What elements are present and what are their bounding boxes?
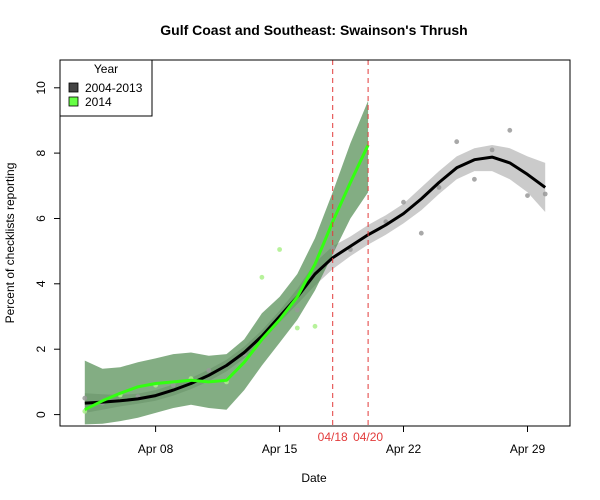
point-2004-2013-6 (294, 307, 300, 313)
point-2004-2013-11 (418, 230, 424, 236)
point-2004-2013-13 (454, 139, 460, 145)
confidence-bands (84, 100, 546, 425)
y-tick-label-8: 8 (34, 149, 48, 156)
point-2004-2013-7 (330, 245, 336, 251)
legend: Year 2004-2013 2014 (59, 59, 153, 117)
point-2004-2013-15 (489, 147, 495, 153)
y-tick-label-4: 4 (34, 280, 48, 287)
y-tick-label-0: 0 (34, 411, 48, 418)
x-tick-label-apr-29: Apr 29 (510, 442, 546, 456)
x-axis: Apr 08 Apr 15 Apr 22 Apr 29 (138, 425, 546, 456)
reference-line-label-04-18: 04/18 (318, 430, 348, 444)
reference-lines: 04/18 04/20 (318, 60, 383, 444)
legend-label-2014: 2014 (85, 95, 112, 109)
legend-label-2004-2013: 2004-2013 (85, 81, 143, 95)
reference-line-label-04-20: 04/20 (353, 430, 383, 444)
point-2004-2013-3 (170, 382, 176, 388)
series-line-2014 (84, 144, 370, 412)
point-2004-2013-18 (542, 191, 548, 197)
series-lines (84, 144, 547, 412)
x-axis-label: Date (301, 471, 327, 485)
point-2014-7 (294, 325, 300, 331)
point-2004-2013-14 (472, 176, 477, 182)
x-tick-label-apr-22: Apr 22 (386, 442, 422, 456)
point-2004-2013-17 (525, 193, 530, 199)
y-tick-label-2: 2 (34, 346, 48, 353)
x-tick-label-apr-15: Apr 15 (262, 442, 298, 456)
y-tick-label-6: 6 (34, 215, 48, 222)
point-2004-2013-12 (436, 185, 442, 190)
chart-title: Gulf Coast and Southeast: Swainson's Thr… (160, 22, 467, 38)
legend-swatch-2014 (68, 96, 79, 107)
confidence-band-2014 (84, 100, 369, 425)
point-2014-6 (277, 247, 282, 252)
y-axis-label: Percent of checklists reporting (3, 163, 17, 324)
point-2004-2013-16 (507, 127, 513, 133)
legend-swatch-2004-2013 (68, 82, 79, 93)
y-axis: 0 2 4 6 8 10 (34, 81, 61, 418)
x-tick-label-apr-08: Apr 08 (138, 442, 174, 456)
y-tick-label-10: 10 (34, 81, 48, 95)
series-line-2004-2013 (84, 155, 547, 405)
point-2004-2013-4 (206, 368, 212, 373)
point-2004-2013-10 (401, 199, 406, 205)
point-2004-2013-0 (82, 395, 88, 401)
data-points (82, 127, 548, 414)
legend-title: Year (94, 62, 118, 76)
point-2014-8 (312, 323, 318, 329)
point-2014-5 (259, 274, 265, 280)
